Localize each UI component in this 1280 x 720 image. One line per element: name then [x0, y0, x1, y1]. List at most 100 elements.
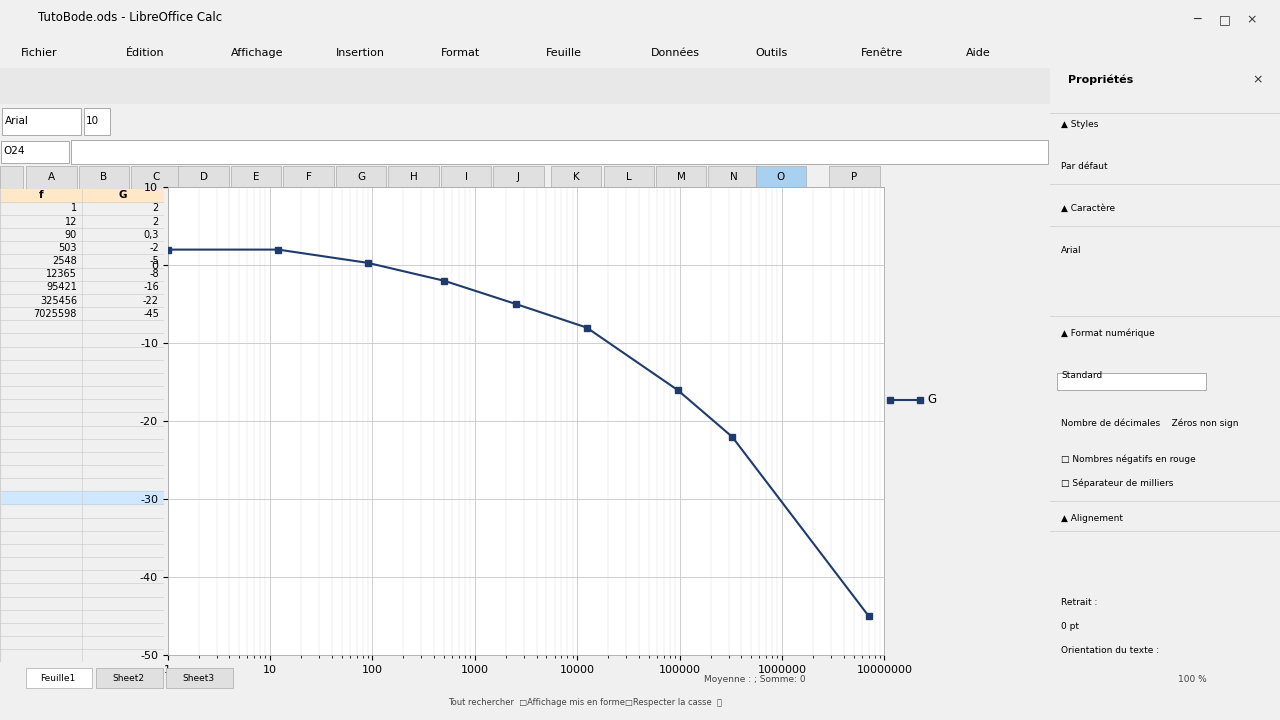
Text: O: O — [777, 173, 785, 182]
Text: -5: -5 — [150, 256, 159, 266]
Text: O24: O24 — [3, 145, 24, 156]
Text: Édition: Édition — [125, 48, 165, 58]
Text: 325456: 325456 — [40, 295, 77, 305]
Text: -16: -16 — [143, 282, 159, 292]
Text: Retrait :: Retrait : — [1061, 598, 1097, 607]
Text: Sheet2: Sheet2 — [113, 674, 143, 683]
Bar — [1056, 372, 1206, 390]
Bar — [78, 166, 129, 189]
Text: 12365: 12365 — [46, 269, 77, 279]
Text: 2: 2 — [152, 217, 159, 227]
Text: G: G — [928, 393, 937, 406]
Bar — [1, 141, 69, 163]
Text: Aide: Aide — [965, 48, 991, 58]
Text: 1: 1 — [70, 203, 77, 213]
Text: G: G — [357, 173, 365, 182]
Text: E: E — [253, 173, 260, 182]
Bar — [26, 668, 92, 688]
Text: ▲ Alignement: ▲ Alignement — [1061, 515, 1123, 523]
Text: 2: 2 — [152, 203, 159, 213]
Text: Fenêtre: Fenêtre — [860, 48, 902, 58]
Bar — [829, 166, 879, 189]
Text: ─: ─ — [1193, 13, 1201, 27]
Text: P: P — [851, 173, 858, 182]
Text: Feuille: Feuille — [545, 48, 582, 58]
Text: 0 pt: 0 pt — [1061, 622, 1079, 631]
Text: H: H — [410, 173, 417, 182]
Text: F: F — [306, 173, 311, 182]
Bar — [388, 166, 439, 189]
Bar — [166, 668, 233, 688]
Text: ▲ Format numérique: ▲ Format numérique — [1061, 329, 1155, 338]
Text: Orientation du texte :: Orientation du texte : — [1061, 646, 1160, 655]
Text: 95421: 95421 — [46, 282, 77, 292]
Text: M: M — [677, 173, 686, 182]
Text: -2: -2 — [150, 243, 159, 253]
Text: Propriétés: Propriétés — [1068, 74, 1133, 85]
Text: □: □ — [1219, 13, 1231, 27]
Text: 10: 10 — [86, 117, 99, 126]
Bar — [0, 491, 164, 505]
Bar — [0, 189, 164, 202]
Bar — [26, 166, 77, 189]
Bar — [657, 166, 707, 189]
Text: TutoBode.ods - LibreOffice Calc: TutoBode.ods - LibreOffice Calc — [38, 12, 223, 24]
Text: Moyenne : ; Somme: 0: Moyenne : ; Somme: 0 — [704, 675, 805, 684]
Text: ▲ Caractère: ▲ Caractère — [1061, 204, 1115, 212]
Bar — [0, 166, 23, 189]
Text: G: G — [119, 190, 127, 200]
Text: -8: -8 — [150, 269, 159, 279]
Text: ▲ Styles: ▲ Styles — [1061, 120, 1098, 129]
Bar — [283, 166, 334, 189]
Bar — [335, 166, 387, 189]
Text: Nombre de décimales    Zéros non sign: Nombre de décimales Zéros non sign — [1061, 418, 1239, 428]
Text: 12: 12 — [64, 217, 77, 227]
Text: 7025598: 7025598 — [33, 309, 77, 319]
Text: -22: -22 — [143, 295, 159, 305]
Text: 503: 503 — [59, 243, 77, 253]
Text: I: I — [465, 173, 467, 182]
Bar — [1050, 65, 1280, 95]
Text: C: C — [152, 173, 160, 182]
Text: Par défaut: Par défaut — [1061, 162, 1107, 171]
Text: Outils: Outils — [755, 48, 788, 58]
Text: 90: 90 — [65, 230, 77, 240]
Text: ×: × — [1252, 73, 1263, 86]
Text: ×: × — [1247, 13, 1257, 27]
Text: D: D — [200, 173, 207, 182]
Bar — [96, 668, 163, 688]
Text: Arial: Arial — [1061, 246, 1082, 255]
Bar — [550, 166, 602, 189]
Bar — [230, 166, 282, 189]
Text: K: K — [573, 173, 580, 182]
Text: Données: Données — [650, 48, 700, 58]
Text: 2548: 2548 — [52, 256, 77, 266]
Bar — [493, 166, 544, 189]
Bar — [603, 166, 654, 189]
Text: Sheet3: Sheet3 — [182, 674, 215, 683]
Bar — [755, 166, 806, 189]
Text: Affichage: Affichage — [230, 48, 283, 58]
Text: Insertion: Insertion — [335, 48, 385, 58]
Bar — [3, 108, 81, 135]
Text: Format: Format — [440, 48, 480, 58]
Bar — [709, 166, 759, 189]
Text: N: N — [730, 173, 737, 182]
Text: -45: -45 — [143, 309, 159, 319]
Text: 100 %: 100 % — [1178, 675, 1206, 684]
Text: f: f — [38, 190, 44, 200]
Bar — [178, 166, 229, 189]
Text: Arial: Arial — [5, 117, 29, 126]
Text: Feuille1: Feuille1 — [40, 674, 76, 683]
Text: Tout rechercher  □Affichage mis en forme□Respecter la casse  🔍: Tout rechercher □Affichage mis en forme□… — [448, 698, 722, 707]
Text: A: A — [47, 173, 55, 182]
Text: Fichier: Fichier — [20, 48, 58, 58]
Bar — [131, 166, 182, 189]
Text: B: B — [100, 173, 108, 182]
Text: Standard: Standard — [1061, 371, 1102, 380]
Text: □ Nombres négatifs en rouge: □ Nombres négatifs en rouge — [1061, 454, 1196, 464]
Text: J: J — [517, 173, 520, 182]
Bar — [84, 108, 110, 135]
Text: □ Séparateur de milliers: □ Séparateur de milliers — [1061, 478, 1174, 488]
Text: 0,3: 0,3 — [143, 230, 159, 240]
